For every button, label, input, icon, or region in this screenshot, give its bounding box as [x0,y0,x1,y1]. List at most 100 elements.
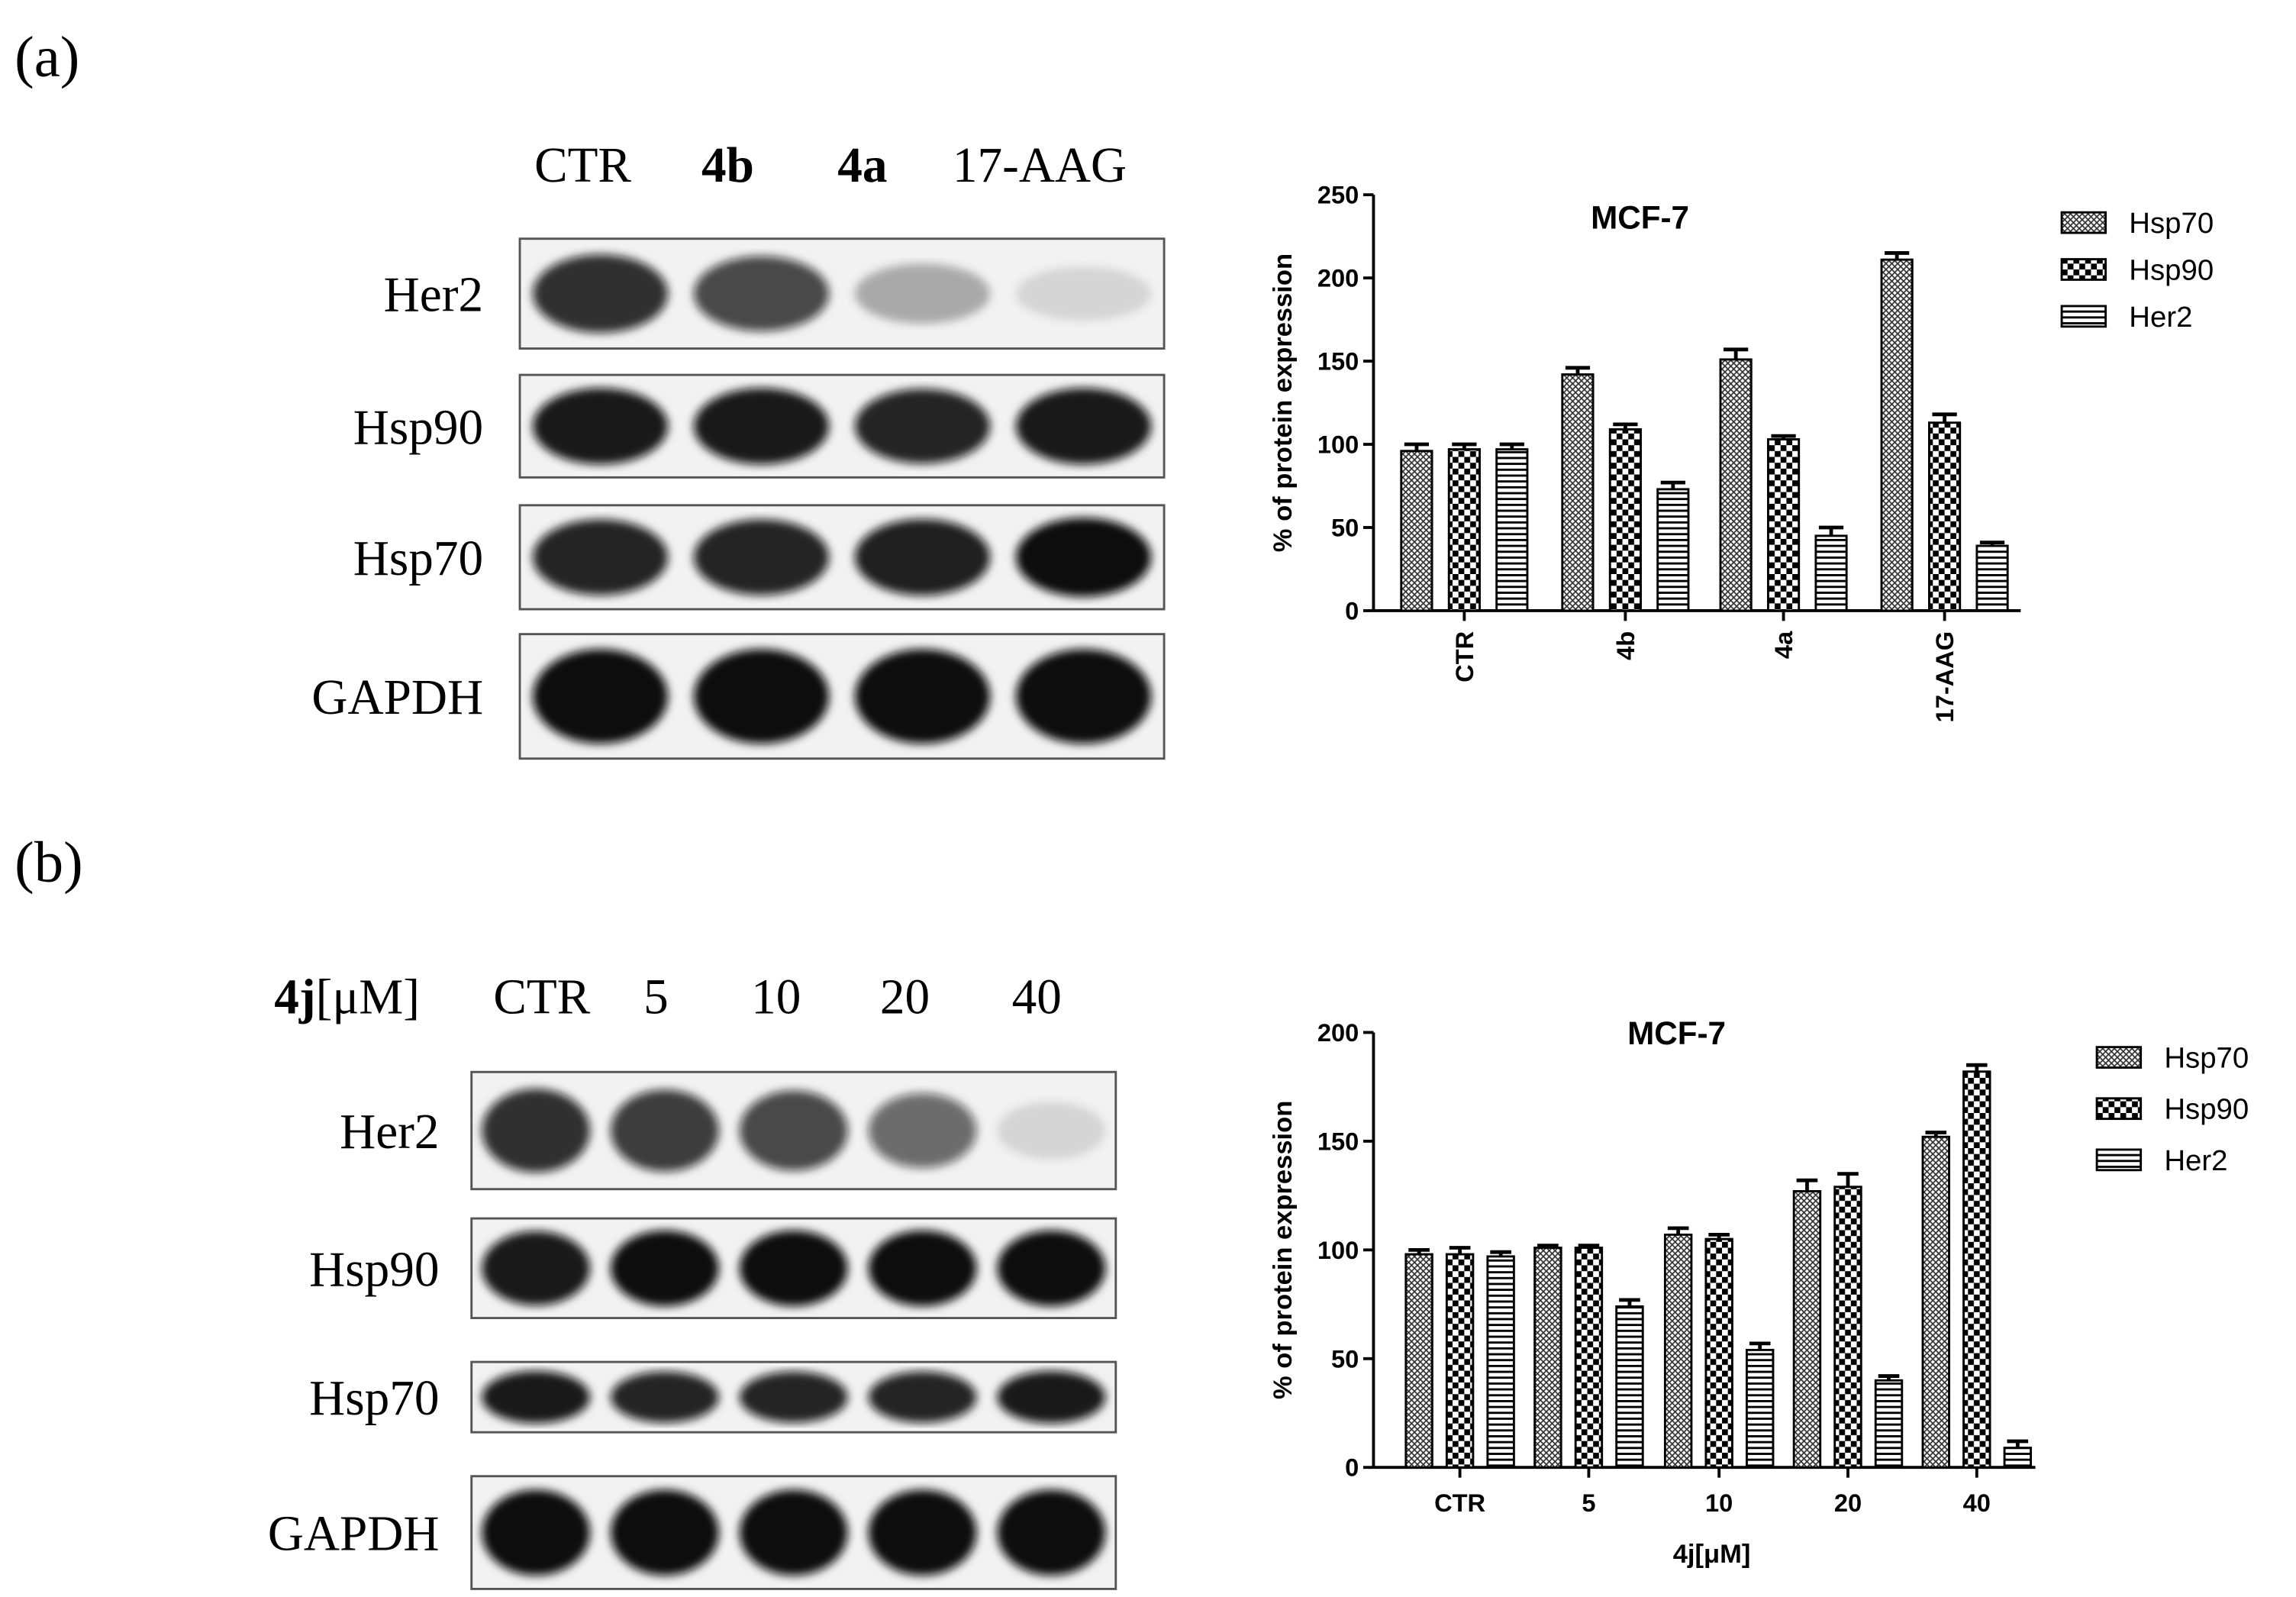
error-bar [1452,442,1477,450]
bar [1874,1379,1904,1469]
lane-label: 5 [643,970,669,1025]
error-bar [1818,525,1844,536]
legend-swatch [2095,1046,2143,1069]
y-tick-label: 100 [1317,1236,1359,1264]
bar [2003,1447,2033,1469]
bar [1404,1253,1433,1469]
bar [1962,1070,1991,1469]
error-bar [1925,1131,1947,1137]
legend-label: Hsp70 [2164,1042,2249,1075]
error-bar [2007,1439,2029,1448]
x-tick-label: 5 [1582,1489,1595,1517]
error-bar [1619,1298,1640,1307]
lane-label: 20 [880,970,930,1025]
x-tick-label: 20 [1834,1489,1862,1517]
lane-label: 10 [751,970,801,1025]
bar [1574,1247,1604,1469]
legend-swatch [2095,1097,2143,1121]
bar [1719,358,1753,612]
band [611,1489,719,1576]
chart-title: MCF-7 [1591,199,1689,235]
legend-label: Her2 [2164,1144,2227,1177]
y-tick-label: 200 [1317,1018,1359,1047]
row-label: Her2 [340,1105,439,1160]
row-label: Hsp70 [353,531,483,586]
bar [1608,427,1642,612]
error-bar [1708,1233,1730,1240]
legend-label: Hsp90 [2164,1093,2249,1126]
band [693,649,830,744]
error-bar [1965,1063,1988,1072]
bar [1615,1305,1644,1469]
error-bar [1724,347,1749,360]
bar [1975,544,2009,612]
bar [1814,534,1848,612]
error-bar [1613,422,1638,430]
row-label: Her2 [384,268,483,323]
error-bar [1537,1244,1559,1248]
error-bar [1490,1250,1511,1257]
band [1015,649,1152,744]
bar [1495,448,1529,612]
bar [1792,1189,1822,1469]
error-bar [1932,412,1957,423]
x-tick-label: 4a [1769,631,1798,659]
error-bar [1408,1247,1430,1255]
y-tick-label: 50 [1331,514,1359,542]
x-tick-label: 10 [1705,1489,1733,1517]
error-bar [1885,251,1910,260]
band [611,1089,719,1172]
band [868,1230,977,1306]
error-bar [1578,1244,1600,1248]
bar [1533,1247,1562,1469]
legend-swatch [2060,258,2107,281]
dose-label: 4j[μM] [274,970,420,1025]
bar [1833,1186,1862,1469]
bar [1400,450,1433,612]
band [482,1231,591,1305]
band [854,263,991,324]
x-tick-label: 40 [1963,1489,1991,1517]
error-bar [1565,366,1591,375]
band [1015,266,1152,321]
band [739,1489,848,1576]
band [532,388,669,465]
y-tick-label: 250 [1317,181,1359,209]
y-tick-label: 50 [1331,1344,1359,1373]
row-label: GAPDH [268,1507,440,1562]
panel-label: (a) [15,24,79,89]
band [854,518,991,596]
y-tick-label: 150 [1317,347,1359,376]
y-tick-label: 100 [1317,431,1359,459]
band [1015,388,1152,465]
error-bar [1404,442,1430,451]
lane-label: 4b [701,138,754,193]
band [482,1489,591,1576]
band [868,1489,977,1576]
band [854,649,991,744]
band [482,1089,591,1173]
band [997,1230,1106,1306]
band [693,519,830,595]
band [693,388,830,465]
lane-label: 17-AAG [953,138,1127,193]
bar [1486,1255,1515,1469]
band [739,1371,848,1423]
x-tick-label: CTR [1450,631,1479,682]
lane-label: 4a [837,138,887,193]
bar [1704,1237,1733,1469]
band [997,1102,1106,1160]
bar [1928,421,1962,612]
bar [1656,488,1690,612]
lane-label: CTR [493,970,590,1025]
band [1015,518,1152,597]
legend-label: Hsp90 [2129,253,2214,286]
error-bar [1449,1246,1471,1255]
y-tick-label: 150 [1317,1127,1359,1155]
bar [1447,448,1481,612]
bar [1766,438,1801,612]
error-bar [1667,1226,1689,1235]
y-axis-label: % of protein expression [1269,1101,1298,1399]
